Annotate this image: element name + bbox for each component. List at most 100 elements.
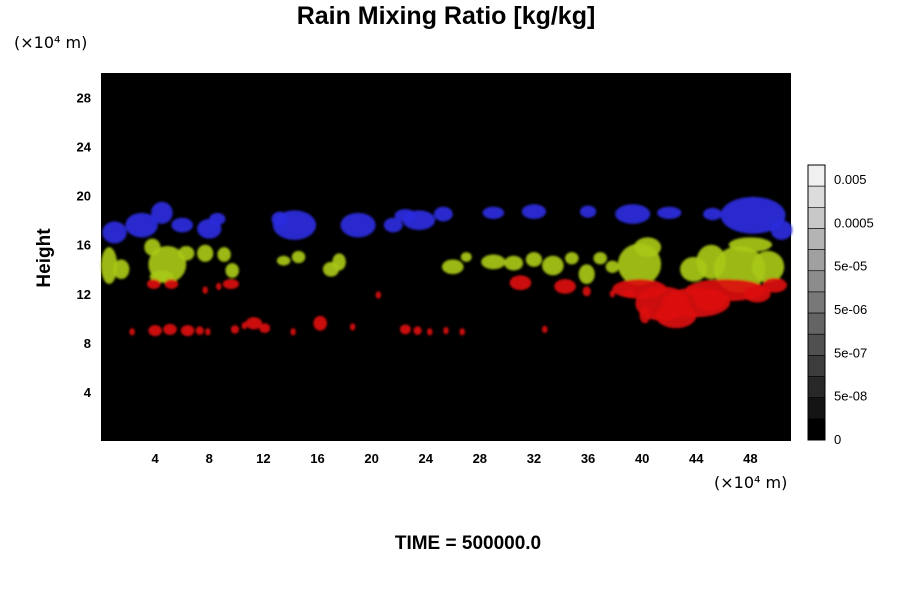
yellowgreen-blob-7 xyxy=(217,247,231,262)
red-blob-21 xyxy=(148,325,162,337)
time-label: TIME = 500000.0 xyxy=(395,533,541,554)
y-tick-label: 8 xyxy=(84,336,91,351)
red-blob-29 xyxy=(259,323,271,334)
yellowgreen-blob-14 xyxy=(460,252,472,262)
colorbar-label: 0.0005 xyxy=(834,215,874,230)
red-blob-3 xyxy=(216,282,222,291)
y-tick-label: 16 xyxy=(77,238,91,253)
x-tick-label: 44 xyxy=(689,451,704,466)
y-axis-ticks: 4 8 12 16 20 24 28 xyxy=(77,91,92,400)
red-blob-28 xyxy=(245,317,262,330)
colorbar-ticks: 0.005 0.0005 5e-05 5e-06 5e-07 5e-08 0 xyxy=(834,172,874,447)
y-tick-label: 24 xyxy=(77,140,92,155)
red-blob-4 xyxy=(222,279,239,289)
colorbar-swatch xyxy=(807,397,826,420)
red-blob-38 xyxy=(542,325,548,334)
yellowgreen-blob-21 xyxy=(593,252,607,265)
yellowgreen-blob-1 xyxy=(113,259,130,280)
yellowgreen-blob-8 xyxy=(225,263,239,278)
yellowgreen-blob-17 xyxy=(525,252,543,267)
blue-blob-7 xyxy=(271,211,288,227)
colorbar-swatch xyxy=(807,164,826,187)
blue-blob-20 xyxy=(770,220,793,240)
colorbar-frame xyxy=(807,164,826,441)
yellowgreen-blob-28 xyxy=(751,250,785,283)
blue-blob-17 xyxy=(657,206,682,219)
yellowgreen-blob-20 xyxy=(578,264,595,284)
yellowgreen-blob-5 xyxy=(178,245,195,261)
colorbar-swatch xyxy=(807,185,826,208)
red-blob-7 xyxy=(554,279,576,294)
colorbar-label: 0 xyxy=(834,432,841,447)
blue-blob-5 xyxy=(209,212,226,226)
red-blob-0 xyxy=(147,279,161,289)
x-tick-label: 32 xyxy=(527,451,541,466)
red-blob-6 xyxy=(509,275,532,291)
yellowgreen-blob-10 xyxy=(291,250,306,264)
x-tick-label: 4 xyxy=(152,451,160,466)
yellowgreen-blob-12 xyxy=(332,253,346,271)
blue-blob-9 xyxy=(383,217,403,233)
blue-blob-2 xyxy=(151,201,173,224)
yellowgreen-blob-3 xyxy=(144,238,161,256)
blue-blob-0 xyxy=(102,221,127,244)
red-blob-24 xyxy=(195,326,204,335)
x-tick-label: 28 xyxy=(473,451,487,466)
yellowgreen-blob-13 xyxy=(441,259,464,275)
colorbar-swatch xyxy=(807,249,826,272)
x-tick-label: 12 xyxy=(256,451,270,466)
y-unit-label: (×10⁴ m) xyxy=(14,33,87,52)
y-tick-label: 28 xyxy=(77,91,91,106)
red-blob-34 xyxy=(413,326,422,335)
red-blob-30 xyxy=(290,328,296,336)
red-blob-25 xyxy=(205,328,211,336)
red-blob-26 xyxy=(230,325,239,334)
red-blob-33 xyxy=(400,324,411,335)
yellowgreen-blob-6 xyxy=(197,244,214,262)
colorbar-swatch xyxy=(807,333,826,356)
y-axis-label: Height xyxy=(34,228,55,288)
yellowgreen-blob-24 xyxy=(634,237,662,257)
colorbar-label: 5e-08 xyxy=(834,389,867,404)
blue-blob-3 xyxy=(171,217,193,233)
x-tick-label: 20 xyxy=(364,451,378,466)
yellowgreen-blob-22 xyxy=(605,260,620,273)
x-tick-label: 24 xyxy=(418,451,433,466)
x-tick-label: 36 xyxy=(581,451,595,466)
y-tick-label: 20 xyxy=(77,189,91,204)
colorbar-swatch xyxy=(807,207,826,229)
blue-blob-15 xyxy=(579,205,597,218)
x-tick-label: 48 xyxy=(743,451,757,466)
red-blob-35 xyxy=(427,328,433,336)
red-blob-5 xyxy=(375,291,382,299)
blue-blob-11 xyxy=(394,209,417,222)
y-tick-label: 4 xyxy=(84,385,92,400)
red-blob-27 xyxy=(241,322,248,330)
yellowgreen-blob-15 xyxy=(481,254,506,270)
blue-blob-8 xyxy=(340,212,376,238)
blue-blob-13 xyxy=(482,206,505,219)
colorbar-swatch xyxy=(807,376,826,398)
red-blob-22 xyxy=(163,323,177,335)
colorbar-swatch xyxy=(807,418,826,441)
red-blob-8 xyxy=(582,286,591,297)
yellowgreen-blob-18 xyxy=(542,255,564,276)
yellowgreen-blob-19 xyxy=(565,252,579,265)
yellowgreen-blob-16 xyxy=(504,255,524,271)
red-blob-20 xyxy=(129,328,135,336)
red-blob-36 xyxy=(443,326,449,335)
colorbar-label: 5e-06 xyxy=(834,302,867,317)
yellowgreen-blob-9 xyxy=(276,255,291,266)
blue-blob-14 xyxy=(521,204,547,219)
yellowgreen-blob-0 xyxy=(101,247,118,284)
plot-area xyxy=(101,73,791,441)
colorbar-label: 0.005 xyxy=(834,172,867,187)
blue-blob-16 xyxy=(615,204,651,224)
x-tick-label: 40 xyxy=(635,451,649,466)
colorbar-swatch xyxy=(807,355,826,377)
red-blob-17 xyxy=(743,285,771,303)
colorbar-label: 5e-07 xyxy=(834,345,867,360)
colorbar-swatch xyxy=(807,291,826,314)
chart-title: Rain Mixing Ratio [kg/kg] xyxy=(297,2,596,30)
